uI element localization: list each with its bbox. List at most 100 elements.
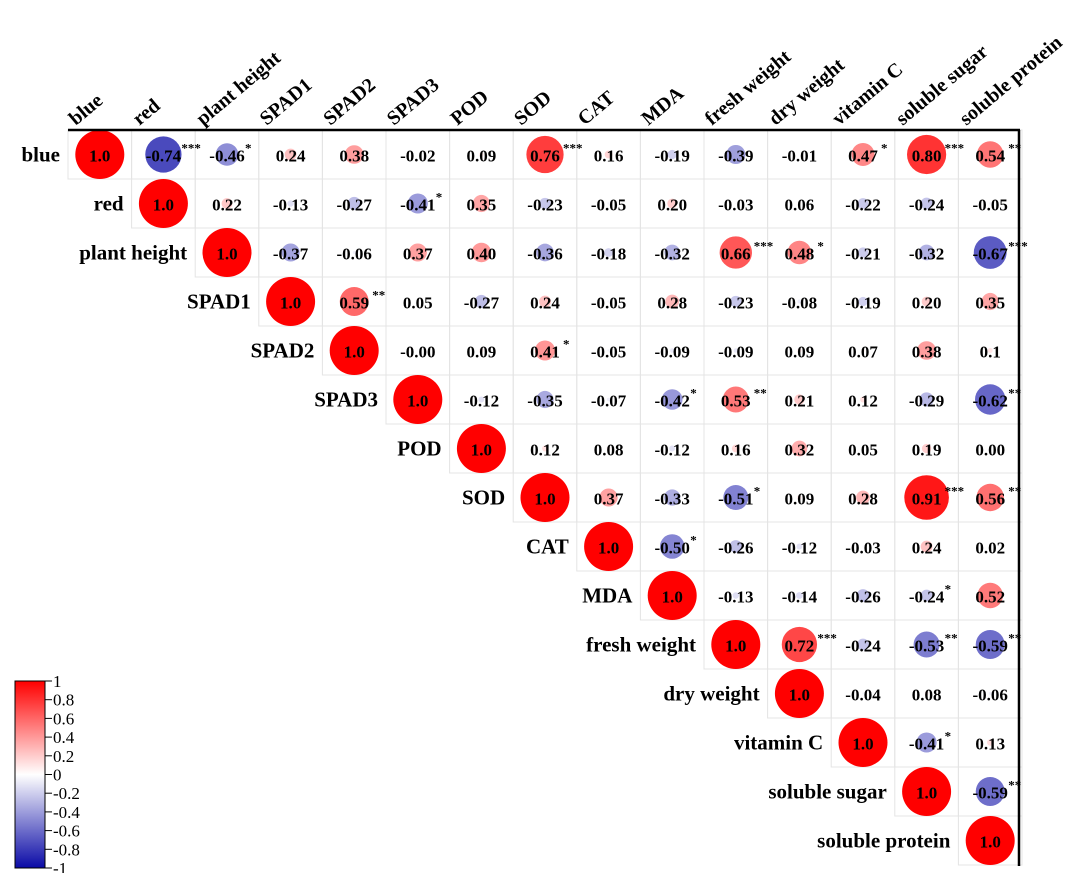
correlation-value-1-8: -0.05	[591, 196, 626, 215]
correlation-value-3-11: -0.08	[782, 294, 817, 313]
column-label-8: CAT	[574, 86, 620, 129]
row-label-9: MDA	[582, 584, 633, 608]
correlation-value-2-12: -0.21	[845, 245, 880, 264]
correlation-value-0-7: 0.76	[530, 147, 560, 166]
correlation-value-0-1: -0.74	[146, 147, 182, 166]
correlation-value-5-11: 0.21	[785, 392, 815, 411]
colorbar-tick-label-5: 0	[53, 766, 62, 785]
correlation-circle-2-6	[471, 242, 492, 263]
correlation-value-6-6: 1.0	[471, 441, 492, 460]
correlation-value-7-7: 1.0	[534, 490, 555, 509]
correlation-circle-2-7	[536, 243, 554, 262]
correlation-circle-0-12	[851, 142, 875, 167]
correlation-circle-12-13	[916, 732, 937, 753]
correlation-value-7-14: 0.56	[975, 490, 1005, 509]
significance-mark-1-5: *	[436, 190, 443, 205]
row-label-11: dry weight	[663, 682, 759, 706]
correlation-value-4-9: -0.09	[654, 343, 689, 362]
correlation-circle-4-4	[329, 326, 379, 375]
correlation-value-6-11: 0.32	[785, 441, 815, 460]
correlation-value-0-5: -0.02	[400, 147, 435, 166]
correlation-circle-6-6	[456, 424, 506, 473]
correlation-circle-0-1	[145, 136, 182, 173]
correlation-value-0-0: 1.0	[89, 147, 110, 166]
row-label-6: POD	[397, 437, 441, 461]
correlation-circle-3-4	[339, 287, 369, 316]
correlation-value-1-4: -0.27	[336, 196, 372, 215]
correlation-value-1-1: 1.0	[153, 196, 174, 215]
correlation-circle-10-12	[857, 638, 869, 651]
correlation-value-7-8: 0.37	[594, 490, 624, 509]
correlation-value-5-7: -0.35	[527, 392, 562, 411]
correlation-circle-7-10	[723, 485, 749, 510]
correlation-circle-6-7	[542, 445, 548, 452]
correlation-value-7-12: 0.28	[848, 490, 878, 509]
correlation-circle-5-14	[975, 384, 1006, 415]
significance-mark-0-1: ***	[181, 141, 201, 156]
row-label-7: SOD	[462, 486, 505, 510]
row-label-3: SPAD1	[187, 290, 251, 314]
correlation-value-2-4: -0.06	[336, 245, 371, 264]
correlation-circle-6-12	[861, 447, 865, 450]
correlation-circle-1-9	[667, 198, 678, 209]
correlation-circle-2-3	[281, 243, 300, 262]
correlation-circle-1-1	[138, 179, 188, 228]
correlation-value-7-9: -0.33	[654, 490, 689, 509]
correlation-value-1-12: -0.22	[845, 196, 880, 215]
correlation-value-10-14: -0.59	[972, 637, 1007, 656]
correlation-circle-4-11	[797, 348, 802, 353]
correlation-value-8-11: -0.12	[782, 539, 817, 558]
correlation-circle-1-6	[472, 194, 490, 213]
correlation-circle-12-14	[987, 739, 994, 746]
correlation-circle-11-14	[988, 692, 992, 695]
correlation-value-11-11: 1.0	[789, 686, 810, 705]
correlation-circle-3-14	[981, 292, 999, 311]
correlation-circle-7-12	[856, 490, 870, 505]
correlation-value-12-12: 1.0	[852, 735, 873, 754]
correlation-value-1-7: -0.23	[527, 196, 562, 215]
correlation-value-2-10: 0.66	[721, 245, 751, 264]
correlation-value-0-14: 0.54	[975, 147, 1005, 166]
significance-mark-10-13: **	[945, 631, 958, 646]
correlation-circle-6-13	[921, 443, 932, 454]
correlation-value-6-12: 0.05	[848, 441, 878, 460]
correlation-value-6-14: 0.00	[975, 441, 1005, 460]
colorbar-tick-label-2: 0.6	[53, 709, 74, 728]
correlation-value-5-10: 0.53	[721, 392, 751, 411]
correlation-circle-10-14	[975, 630, 1005, 659]
colorbar: 10.80.60.40.20-0.2-0.4-0.6-0.8-1	[14, 672, 80, 873]
correlation-circle-1-3	[287, 200, 294, 207]
correlation-value-4-12: 0.07	[848, 343, 878, 362]
colorbar-tick-label-9: -0.8	[53, 840, 80, 859]
correlation-circle-9-12	[856, 589, 870, 602]
significance-mark-0-13: ***	[945, 141, 965, 156]
correlation-circle-0-13	[907, 134, 947, 175]
correlation-circle-2-2	[202, 228, 252, 277]
column-label-3: SPAD1	[256, 74, 317, 130]
correlation-circle-4-9	[669, 348, 675, 353]
correlation-value-2-11: 0.48	[785, 245, 815, 264]
correlation-circle-6-10	[731, 444, 740, 453]
correlation-circle-8-10	[729, 540, 743, 553]
correlation-circle-0-0	[75, 130, 125, 179]
correlation-circle-10-10	[711, 620, 761, 669]
column-label-0: blue	[65, 89, 107, 130]
correlation-value-1-11: 0.06	[785, 196, 815, 215]
significance-mark-2-10: ***	[754, 239, 774, 254]
correlation-circle-3-6	[474, 294, 489, 309]
correlation-value-2-14: -0.67	[972, 245, 1008, 264]
colorbar-tick-label-10: -1	[53, 859, 67, 873]
correlation-circle-0-3	[284, 148, 297, 161]
correlation-circle-3-13	[921, 296, 932, 307]
correlation-value-0-11: -0.01	[782, 147, 817, 166]
correlation-circle-5-6	[478, 396, 485, 403]
row-label-4: SPAD2	[251, 339, 315, 363]
correlation-circle-6-9	[669, 445, 676, 452]
colorbar-tick-label-4: 0.2	[53, 747, 74, 766]
correlation-circle-10-13	[913, 631, 940, 658]
significance-mark-0-7: ***	[563, 141, 583, 156]
correlation-circle-13-13	[902, 767, 952, 816]
correlation-circle-7-13	[904, 475, 949, 520]
significance-mark-9-13: *	[945, 582, 952, 597]
